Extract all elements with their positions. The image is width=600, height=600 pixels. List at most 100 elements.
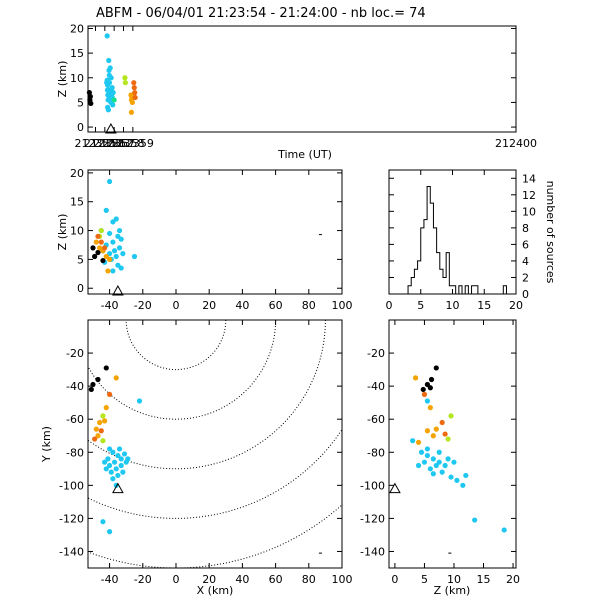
xz-ylabel: Z (km): [56, 214, 69, 251]
source-point: [106, 256, 113, 262]
x-tick-label: 212355: [74, 137, 116, 150]
y-tick-label: 2: [522, 271, 529, 284]
source-point: [98, 239, 104, 245]
source-point: [430, 456, 436, 462]
source-point: [122, 80, 128, 86]
source-point: [454, 477, 460, 483]
source-point: [105, 268, 111, 274]
station-triangle-icon: [389, 482, 401, 494]
zy-ticks: 0 5 10 15 20 -140 -120 -100 -80 -60 -40 -20: [360, 320, 520, 586]
x-tick-label: 0: [386, 299, 393, 312]
source-point: [439, 469, 445, 475]
zy-points: [389, 365, 507, 554]
time-height-ylabel: Z (km): [56, 61, 69, 98]
y-tick-label: 0: [77, 121, 84, 134]
source-point: [418, 449, 425, 455]
source-point: [100, 438, 106, 444]
y-tick-label: 15: [70, 196, 84, 209]
source-point: [427, 385, 433, 391]
xz-panel: -40 -20 0 20 40 60 80 100 0 5 10 15 20 Z (km): [56, 167, 353, 312]
y-tick-label: 6: [522, 238, 529, 251]
source-point: [118, 236, 124, 242]
source-point: [433, 462, 439, 469]
source-point: [106, 446, 113, 452]
source-point: [430, 471, 436, 477]
source-point: [436, 459, 442, 465]
source-point: [424, 398, 430, 404]
source-point: [118, 462, 124, 469]
x-tick-label: 212356: [84, 137, 126, 150]
source-point: [427, 466, 433, 472]
y-tick-label: -140: [360, 545, 385, 558]
x-tick-label: 212357: [93, 137, 135, 150]
y-tick-label: 10: [70, 225, 84, 238]
source-point: [88, 100, 94, 107]
source-point: [132, 89, 138, 96]
x-tick-label: 60: [269, 299, 283, 312]
y-tick-label: -100: [360, 479, 385, 492]
source-point: [115, 452, 121, 459]
y-tick-label: -80: [66, 446, 84, 459]
y-tick-label: 5: [77, 96, 84, 109]
source-point: [105, 456, 111, 462]
source-point: [131, 80, 137, 86]
station-triangle-icon: [112, 482, 124, 494]
x-tick-label: -20: [134, 299, 152, 312]
y-tick-label: -120: [360, 512, 385, 525]
source-point: [97, 419, 103, 426]
source-point: [120, 469, 126, 475]
source-point: [107, 65, 113, 71]
x-tick-label: 10: [447, 573, 461, 586]
source-point: [116, 227, 123, 234]
source-point: [98, 428, 104, 434]
histogram-frame: [388, 169, 517, 295]
station-triangle-icon: [112, 284, 124, 296]
source-point: [410, 438, 416, 444]
y-tick-label: 0: [77, 282, 84, 295]
source-point: [424, 428, 430, 434]
source-point: [115, 472, 121, 479]
x-tick-label: 100: [332, 299, 353, 312]
xy-panel: -40 -20 0 20 40 60 80 100 -140 -120 -100 -80 -60 -40 -…: [40, 319, 353, 597]
source-point: [104, 33, 110, 39]
x-tick-label: -20: [134, 573, 152, 586]
source-point: [445, 436, 451, 442]
source-point: [103, 405, 109, 411]
y-tick-label: 8: [522, 222, 529, 235]
x-tick-label: 15: [477, 299, 491, 312]
source-point: [415, 462, 422, 469]
station-triangle-icon: [105, 122, 117, 134]
source-point: [108, 469, 114, 475]
xy-ylabel: Y (km): [40, 426, 53, 463]
source-point: [110, 268, 116, 274]
source-point: [103, 365, 109, 371]
x-tick-label: 100: [332, 573, 353, 586]
source-point: [90, 245, 96, 251]
source-point: [98, 227, 104, 234]
source-point: [95, 233, 101, 239]
source-point: [86, 89, 93, 96]
source-point: [430, 433, 436, 439]
source-point: [113, 375, 119, 381]
source-point: [424, 446, 430, 452]
source-point: [106, 391, 113, 397]
source-point: [106, 462, 113, 469]
x-tick-label: 0: [172, 299, 179, 312]
source-point: [129, 99, 135, 106]
source-point: [95, 249, 101, 256]
x-tick-label: 40: [235, 573, 249, 586]
y-tick-label: 10: [522, 205, 536, 218]
x-tick-label: 5: [417, 299, 424, 312]
source-point: [113, 253, 119, 260]
source-point: [427, 405, 433, 411]
y-tick-label: 20: [70, 22, 84, 35]
xz-ticks: -40 -20 0 20 40 60 80 100 0 5 10 15 20: [70, 167, 353, 312]
y-tick-label: -20: [367, 347, 385, 360]
source-point: [116, 446, 123, 452]
xz-points: [90, 178, 322, 296]
source-point: [439, 419, 445, 426]
y-tick-label: -60: [66, 413, 84, 426]
